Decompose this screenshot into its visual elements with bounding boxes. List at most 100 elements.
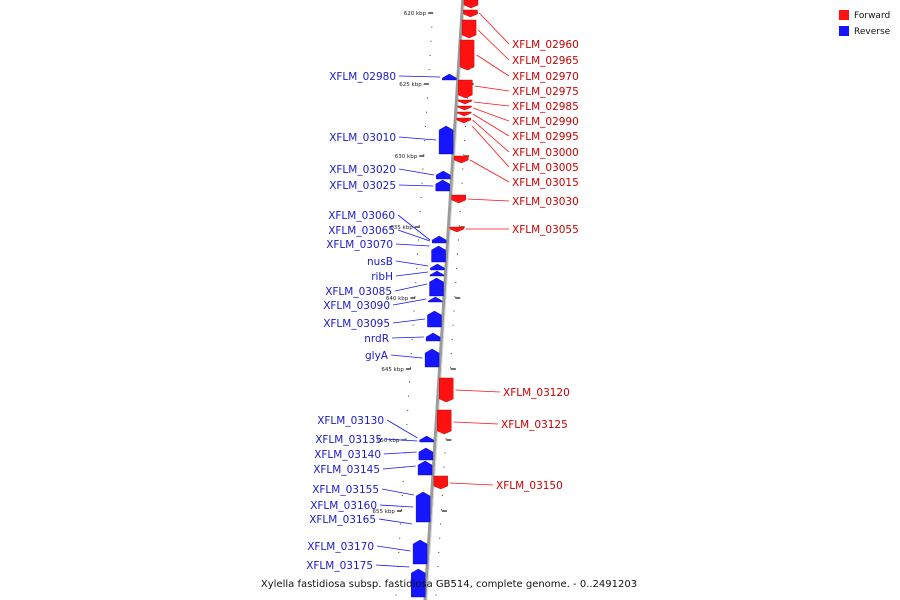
reverse-gene-arrow [427, 310, 442, 328]
reverse-gene-arrow [412, 539, 428, 565]
reverse-gene-label[interactable]: XFLM_03065 [328, 225, 395, 237]
forward-gene-label[interactable]: XFLM_03015 [512, 177, 579, 189]
tick-label: 620 kbp [404, 11, 427, 17]
forward-gene-label[interactable]: XFLM_03030 [512, 196, 579, 208]
forward-gene-label[interactable]: XFLM_02970 [512, 71, 579, 83]
reverse-leader-line [392, 298, 427, 306]
reverse-gene-label[interactable]: nrdR [364, 333, 389, 345]
forward-gene-arrow [457, 105, 472, 111]
reverse-gene-arrow [425, 332, 441, 342]
reverse-leader-line [394, 283, 428, 292]
reverse-gene-arrow [435, 179, 450, 192]
forward-gene-label[interactable]: XFLM_03055 [512, 224, 579, 236]
reverse-gene-label[interactable]: XFLM_03170 [307, 541, 374, 553]
reverse-gene-label[interactable]: XFLM_03020 [329, 164, 396, 176]
forward-leader-line [453, 421, 499, 425]
reverse-leader-line [382, 465, 416, 470]
reverse-gene-label[interactable]: XFLM_03070 [326, 239, 393, 251]
forward-gene-arrow [437, 409, 452, 435]
reverse-leader-line [395, 260, 429, 267]
forward-leader-line [474, 85, 510, 92]
reverse-gene-label[interactable]: XFLM_03010 [329, 132, 396, 144]
reverse-gene-label[interactable]: XFLM_03135 [315, 434, 382, 446]
reverse-gene-arrow [436, 170, 451, 180]
reverse-gene-arrow [428, 296, 443, 303]
forward-gene-label[interactable]: XFLM_02990 [512, 116, 579, 128]
reverse-leader-line [398, 184, 434, 187]
forward-gene-label[interactable]: XFLM_03000 [512, 147, 579, 159]
reverse-gene-label[interactable]: XFLM_03025 [329, 180, 396, 192]
genome-caption: Xylella fastidiosa subsp. fastidiosa GB5… [261, 579, 637, 590]
legend-forward-swatch [839, 10, 849, 20]
reverse-gene-label[interactable]: glyA [365, 350, 389, 362]
reverse-gene-arrow [431, 245, 446, 263]
reverse-leader-line [398, 75, 441, 78]
reverse-gene-label[interactable]: XFLM_03175 [306, 560, 373, 572]
reverse-gene-label[interactable]: XFLM_03060 [328, 210, 395, 222]
reverse-gene-label[interactable]: XFLM_03165 [309, 514, 376, 526]
forward-gene-arrow [458, 79, 473, 99]
forward-gene-label[interactable]: XFLM_02975 [512, 86, 579, 98]
forward-leader-line [472, 119, 510, 153]
reverse-leader-line [395, 271, 428, 277]
forward-gene-arrow [451, 194, 466, 204]
forward-leader-line [467, 198, 510, 202]
reverse-leader-line [386, 419, 418, 439]
reverse-gene-arrow [424, 348, 440, 368]
reverse-gene-label[interactable]: XFLM_03140 [314, 449, 381, 461]
reverse-gene-label[interactable]: XFLM_03145 [313, 464, 380, 476]
reverse-gene-label[interactable]: XFLM_03130 [317, 415, 384, 427]
reverse-leader-line [384, 438, 418, 442]
reverse-gene-label[interactable]: XFLM_03160 [310, 500, 377, 512]
tick-label: 635 kbp [390, 225, 413, 231]
reverse-gene-arrow [417, 460, 433, 476]
forward-gene-label[interactable]: XFLM_03125 [501, 419, 568, 431]
reverse-leader-line [376, 545, 411, 552]
reverse-gene-label[interactable]: nusB [367, 256, 393, 268]
reverse-leader-line [398, 168, 435, 176]
forward-gene-arrow [439, 377, 454, 403]
reverse-gene-arrow [411, 568, 426, 598]
reverse-gene-label[interactable]: XFLM_03090 [323, 300, 390, 312]
reverse-gene-arrow [429, 270, 445, 277]
reverse-leader-line [379, 504, 414, 508]
forward-leader-line [469, 159, 510, 183]
forward-gene-arrow [457, 99, 473, 105]
forward-leader-line [455, 389, 501, 393]
forward-gene-label[interactable]: XFLM_02960 [512, 39, 579, 51]
reverse-gene-label[interactable]: XFLM_03095 [323, 318, 390, 330]
forward-leader-line [473, 107, 510, 122]
gene-labels: XFLM_02960 XFLM_02965 XFLM_02970 XFLM_02975… [306, 12, 579, 572]
reverse-leader-line [395, 243, 430, 247]
forward-gene-label[interactable]: XFLM_03120 [503, 387, 570, 399]
forward-gene-arrow [457, 111, 472, 117]
forward-gene-arrow [454, 155, 469, 164]
forward-gene-label[interactable]: XFLM_02965 [512, 55, 579, 67]
reverse-leader-line [375, 564, 410, 568]
tick-label: 630 kbp [395, 154, 418, 160]
forward-leader-line [472, 113, 510, 137]
reverse-gene-label[interactable]: XFLM_03085 [325, 286, 392, 298]
reverse-gene-label[interactable]: XFLM_02980 [329, 71, 396, 83]
reverse-gene-label[interactable]: ribH [371, 271, 393, 283]
reverse-leader-line [398, 136, 437, 141]
reverse-gene-arrow [430, 263, 445, 271]
genome-backbone-shadow [426, 0, 466, 600]
forward-gene-arrow [463, 0, 479, 9]
forward-gene-arrow [449, 226, 465, 233]
reverse-leader-line [397, 229, 430, 242]
scale-ticks: 620 kbp 625 kbp 630 kbp 635 kbp 640 kbp 645 k… [372, 11, 479, 596]
forward-gene-label[interactable]: XFLM_03005 [512, 162, 579, 174]
reverse-gene-label[interactable]: XFLM_03155 [312, 484, 379, 496]
forward-gene-label[interactable]: XFLM_02995 [512, 131, 579, 143]
forward-gene-label[interactable]: XFLM_02985 [512, 101, 579, 113]
reverse-leader-line [397, 214, 431, 241]
reverse-gene-arrow [431, 235, 447, 244]
gene-features [411, 0, 479, 598]
reverse-leader-line [392, 318, 426, 324]
reverse-gene-arrow [438, 125, 454, 155]
forward-gene-label[interactable]: XFLM_03150 [496, 480, 563, 492]
tick-label: 655 kbp [372, 509, 395, 515]
forward-gene-arrow [461, 19, 477, 39]
